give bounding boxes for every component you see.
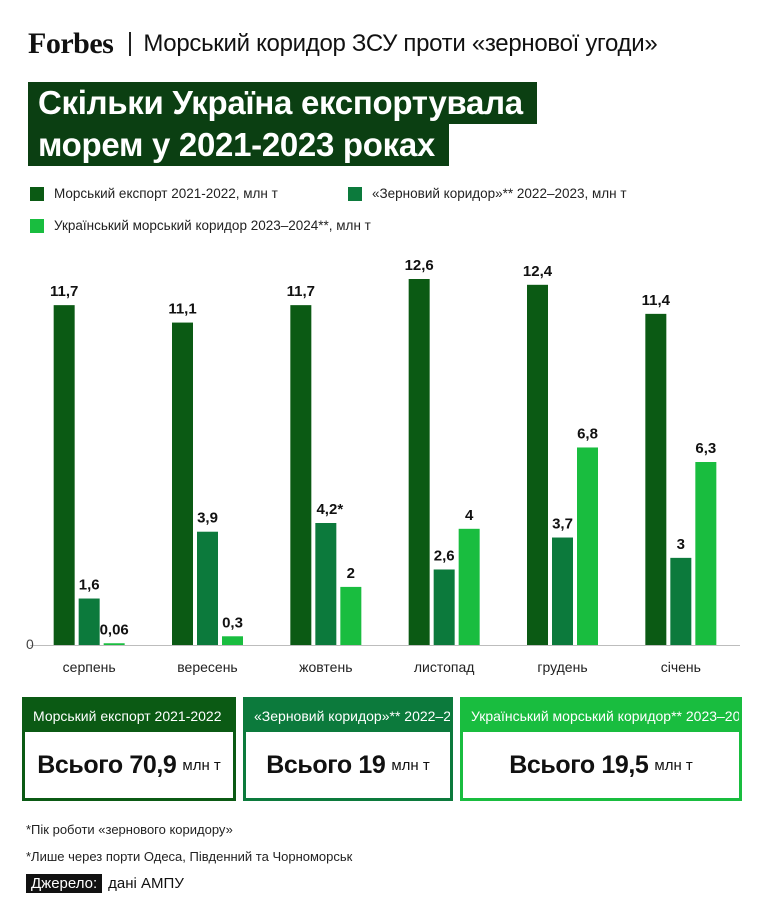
data-label: 3,7: [552, 516, 573, 533]
data-label: 11,7: [50, 283, 78, 300]
data-label: 11,4: [642, 292, 671, 309]
bar-grain-corridor: [315, 523, 337, 645]
legend-label: Український морський коридор 2023–2024**…: [54, 218, 371, 233]
legend: Морський експорт 2021-2022, млн т «Зерно…: [30, 186, 750, 242]
bar-sea-export: [53, 305, 75, 645]
total-box-body: Всього 19,5 млн т: [463, 732, 739, 798]
data-label: 11,7: [287, 283, 315, 300]
legend-item-sea-export: Морський експорт 2021-2022, млн т: [30, 186, 278, 201]
total-box-header: Український морський коридор** 2023–2024: [463, 700, 739, 732]
legend-swatch-mid: [348, 186, 362, 201]
bar-ukrainian-corridor: [222, 636, 243, 645]
data-label: 0,06: [100, 621, 129, 638]
data-label: 4: [465, 507, 474, 524]
source: Джерело: дані АМПУ: [26, 874, 184, 893]
total-box-sea-export: Морський експорт 2021-2022 Всього 70,9 м…: [22, 697, 236, 801]
bar-grain-corridor: [552, 537, 573, 645]
footnote-peak: *Пік роботи «зернового коридору»: [26, 822, 233, 837]
bar-grain-corridor: [433, 569, 455, 645]
source-label: Джерело:: [26, 874, 103, 893]
bar-grain-corridor: [197, 531, 218, 645]
total-box-ukrainian-corridor: Український морський коридор** 2023–2024…: [460, 697, 742, 801]
title-line-1: Скільки Україна експортувала: [28, 82, 537, 124]
data-label: 6,8: [577, 425, 598, 442]
x-tick-label: січень: [661, 659, 701, 675]
legend-swatch-dark: [30, 186, 44, 201]
source-text: дані АМПУ: [108, 875, 184, 892]
total-box-body: Всього 19 млн т: [246, 732, 450, 798]
total-box-body: Всього 70,9 млн т: [25, 732, 233, 798]
data-label: 12,4: [523, 263, 553, 280]
data-label: 3: [677, 536, 685, 553]
total-unit: млн т: [391, 756, 430, 774]
total-value: Всього 19,5: [509, 750, 649, 779]
header-divider: [129, 32, 132, 56]
data-label: 12,6: [405, 257, 434, 274]
forbes-logo: Forbes: [28, 27, 114, 60]
data-label: 3,9: [197, 510, 218, 527]
x-tick-label: серпень: [63, 659, 116, 675]
footnote-ports: *Лише через порти Одеса, Південний та Чо…: [26, 849, 353, 864]
bar-sea-export: [290, 305, 312, 645]
bar-sea-export: [527, 284, 548, 645]
header: Forbes Морський коридор ЗСУ проти «зерно…: [28, 24, 658, 64]
data-label: 11,1: [168, 301, 196, 318]
bar-ukrainian-corridor: [695, 462, 717, 645]
total-box-header: Морський експорт 2021-2022: [25, 700, 233, 732]
data-label: 1,6: [79, 577, 100, 594]
legend-label: «Зерновий коридор»** 2022–2023, млн т: [372, 186, 627, 201]
data-label: 0,3: [222, 614, 243, 631]
legend-label: Морський експорт 2021-2022, млн т: [54, 186, 278, 201]
bar-ukrainian-corridor: [340, 586, 362, 645]
bar-sea-export: [408, 279, 430, 645]
bar-sea-export: [172, 322, 193, 645]
totals-row: Морський експорт 2021-2022 Всього 70,9 м…: [22, 697, 742, 803]
legend-item-grain-corridor: «Зерновий коридор»** 2022–2023, млн т: [348, 186, 627, 201]
x-tick-label: жовтень: [299, 659, 352, 675]
legend-swatch-bright: [30, 218, 44, 233]
total-unit: млн т: [182, 756, 221, 774]
total-box-header: «Зерновий коридор»** 2022–2023: [246, 700, 450, 732]
data-label: 2,6: [434, 547, 455, 564]
bar-grain-corridor: [670, 557, 692, 645]
y-axis-zero-label: 0: [26, 636, 34, 652]
data-label: 6,3: [695, 440, 716, 457]
data-label: 4,2*: [316, 501, 343, 518]
x-tick-label: листопад: [414, 659, 475, 675]
chart-title: Скільки Україна експортувала морем у 202…: [28, 82, 537, 166]
x-tick-label: вересень: [177, 659, 237, 675]
x-tick-label: грудень: [537, 659, 587, 675]
bar-ukrainian-corridor: [458, 528, 480, 645]
legend-item-ukrainian-corridor: Український морський коридор 2023–2024**…: [30, 218, 371, 233]
total-value: Всього 70,9: [37, 750, 177, 779]
title-line-2: морем у 2021-2023 роках: [28, 124, 449, 166]
bar-sea-export: [645, 313, 667, 645]
data-label: 2: [347, 565, 355, 582]
total-value: Всього 19: [266, 750, 386, 779]
bar-grain-corridor: [78, 598, 100, 645]
bar-ukrainian-corridor: [577, 447, 598, 645]
bar-chart: 0 11,7 1,6 0,06 серпень 11,1 3,9 0,3 вересень 11,…: [26, 257, 740, 675]
header-subtitle: Морський коридор ЗСУ проти «зернової уго…: [143, 30, 658, 57]
total-box-grain-corridor: «Зерновий коридор»** 2022–2023 Всього 19…: [243, 697, 453, 801]
bar-ukrainian-corridor: [103, 643, 125, 645]
total-unit: млн т: [654, 756, 693, 774]
